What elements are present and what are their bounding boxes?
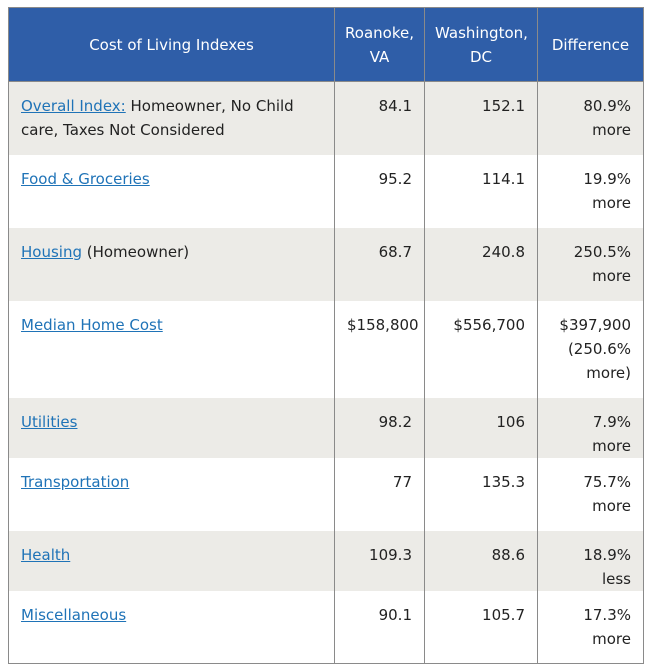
value-washington: 105.7 [424, 590, 538, 664]
value-washington: $556,700 [424, 300, 538, 398]
value-difference: 18.9% less [537, 530, 644, 591]
value-difference: 80.9% more [537, 81, 644, 155]
value-washington: 88.6 [424, 530, 538, 591]
row-link-overall-index[interactable]: Overall Index: [21, 97, 126, 115]
row-suffix: (Homeowner) [81, 242, 190, 261]
table-row: Housing (Homeowner) 68.7 240.8 250.5% mo… [8, 227, 644, 301]
row-link-miscellaneous[interactable]: Miscellaneous [21, 605, 127, 624]
table-row: Median Home Cost $158,800 $556,700 $397,… [8, 300, 644, 398]
row-label: Transportation [8, 457, 335, 531]
header-roanoke: Roanoke, VA [334, 7, 425, 82]
value-roanoke: $158,800 [334, 300, 425, 398]
row-suffix: Homeowner, No Child care, Taxes Not Cons… [21, 97, 294, 139]
row-link-utilities[interactable]: Utilities [21, 412, 78, 431]
row-link-food-groceries[interactable]: Food & Groceries [21, 169, 150, 188]
row-label: Miscellaneous [8, 590, 335, 664]
table-row: Health 109.3 88.6 18.9% less [8, 530, 644, 591]
table-row: Utilities 98.2 106 7.9% more [8, 397, 644, 458]
row-link-median-home-cost[interactable]: Median Home Cost [21, 315, 163, 334]
value-difference: 75.7% more [537, 457, 644, 531]
value-washington: 114.1 [424, 154, 538, 228]
row-label: Health [8, 530, 335, 591]
table-row: Transportation 77 135.3 75.7% more [8, 457, 644, 531]
value-roanoke: 77 [334, 457, 425, 531]
header-difference: Difference [537, 7, 644, 82]
value-roanoke: 68.7 [334, 227, 425, 301]
value-washington: 152.1 [424, 81, 538, 155]
row-link-housing[interactable]: Housing [21, 242, 82, 261]
row-label: Housing (Homeowner) [8, 227, 335, 301]
table-row: Food & Groceries 95.2 114.1 19.9% more [8, 154, 644, 228]
table-row: Overall Index: Homeowner, No Child care,… [8, 81, 644, 155]
cost-of-living-table: Cost of Living Indexes Roanoke, VA Washi… [8, 7, 644, 664]
header-washington: Washington, DC [424, 7, 538, 82]
value-roanoke: 90.1 [334, 590, 425, 664]
value-washington: 240.8 [424, 227, 538, 301]
header-row: Cost of Living Indexes Roanoke, VA Washi… [8, 7, 644, 82]
row-label: Utilities [8, 397, 335, 458]
header-category: Cost of Living Indexes [8, 7, 335, 82]
value-difference: 7.9% more [537, 397, 644, 458]
value-difference: $397,900 (250.6% more) [537, 300, 644, 398]
row-link-transportation[interactable]: Transportation [21, 472, 130, 491]
value-roanoke: 84.1 [334, 81, 425, 155]
value-roanoke: 98.2 [334, 397, 425, 458]
row-label: Food & Groceries [8, 154, 335, 228]
value-difference: 250.5% more [537, 227, 644, 301]
table-row: Miscellaneous 90.1 105.7 17.3% more [8, 590, 644, 664]
value-difference: 19.9% more [537, 154, 644, 228]
row-label: Median Home Cost [8, 300, 335, 398]
value-difference: 17.3% more [537, 590, 644, 664]
row-link-health[interactable]: Health [21, 545, 71, 564]
value-washington: 106 [424, 397, 538, 458]
value-washington: 135.3 [424, 457, 538, 531]
value-roanoke: 95.2 [334, 154, 425, 228]
value-roanoke: 109.3 [334, 530, 425, 591]
row-label: Overall Index: Homeowner, No Child care,… [8, 81, 335, 155]
